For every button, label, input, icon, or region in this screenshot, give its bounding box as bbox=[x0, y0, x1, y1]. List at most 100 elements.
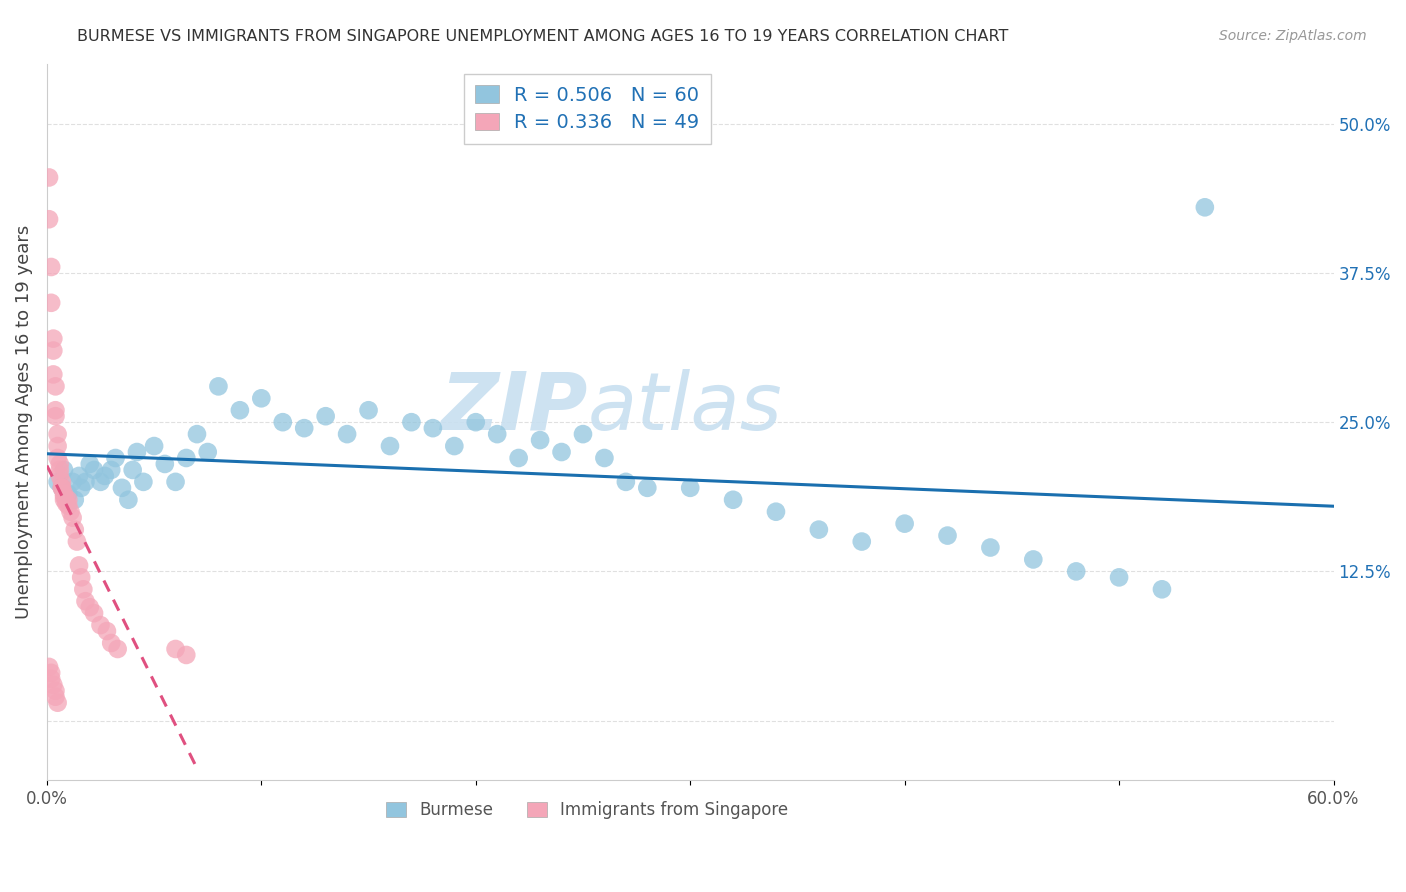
Point bbox=[443, 439, 465, 453]
Y-axis label: Unemployment Among Ages 16 to 19 years: Unemployment Among Ages 16 to 19 years bbox=[15, 225, 32, 619]
Point bbox=[42, 343, 65, 358]
Point bbox=[401, 415, 423, 429]
Point bbox=[96, 624, 118, 638]
Text: Source: ZipAtlas.com: Source: ZipAtlas.com bbox=[1219, 29, 1367, 43]
Point bbox=[107, 642, 129, 657]
Point bbox=[1022, 552, 1045, 566]
Point bbox=[75, 594, 97, 608]
Point bbox=[229, 403, 252, 417]
Point bbox=[529, 433, 551, 447]
Point bbox=[186, 427, 208, 442]
Point bbox=[53, 492, 76, 507]
Point bbox=[70, 570, 93, 584]
Point bbox=[165, 475, 187, 489]
Point bbox=[893, 516, 915, 531]
Point bbox=[111, 481, 134, 495]
Point bbox=[46, 427, 69, 442]
Point bbox=[46, 439, 69, 453]
Point bbox=[292, 421, 315, 435]
Point bbox=[207, 379, 229, 393]
Point bbox=[936, 528, 959, 542]
Point bbox=[153, 457, 176, 471]
Point bbox=[636, 481, 658, 495]
Point bbox=[422, 421, 444, 435]
Point bbox=[38, 170, 60, 185]
Point bbox=[83, 463, 105, 477]
Point bbox=[44, 690, 66, 704]
Point bbox=[89, 618, 111, 632]
Point bbox=[46, 475, 69, 489]
Point bbox=[44, 403, 66, 417]
Point bbox=[851, 534, 873, 549]
Point bbox=[70, 481, 93, 495]
Point bbox=[42, 332, 65, 346]
Point bbox=[679, 481, 702, 495]
Point bbox=[38, 212, 60, 227]
Point bbox=[100, 463, 122, 477]
Point bbox=[51, 481, 73, 495]
Point bbox=[572, 427, 595, 442]
Point bbox=[807, 523, 830, 537]
Point bbox=[42, 368, 65, 382]
Point bbox=[464, 415, 486, 429]
Point bbox=[174, 450, 197, 465]
Point bbox=[63, 492, 86, 507]
Point bbox=[79, 457, 101, 471]
Point bbox=[44, 683, 66, 698]
Point bbox=[53, 463, 76, 477]
Point bbox=[44, 379, 66, 393]
Point bbox=[979, 541, 1001, 555]
Point bbox=[63, 523, 86, 537]
Point bbox=[53, 489, 76, 503]
Point bbox=[165, 642, 187, 657]
Point bbox=[271, 415, 294, 429]
Point bbox=[1150, 582, 1173, 597]
Point bbox=[51, 481, 73, 495]
Point bbox=[486, 427, 509, 442]
Point bbox=[614, 475, 637, 489]
Point bbox=[104, 450, 127, 465]
Point bbox=[94, 469, 117, 483]
Point bbox=[72, 582, 94, 597]
Point bbox=[378, 439, 401, 453]
Point bbox=[508, 450, 530, 465]
Point bbox=[67, 469, 90, 483]
Point bbox=[44, 409, 66, 424]
Legend: Burmese, Immigrants from Singapore: Burmese, Immigrants from Singapore bbox=[380, 795, 794, 826]
Point bbox=[55, 492, 77, 507]
Point bbox=[197, 445, 219, 459]
Point bbox=[336, 427, 359, 442]
Point bbox=[315, 409, 337, 424]
Point bbox=[62, 475, 84, 489]
Point bbox=[46, 450, 69, 465]
Point bbox=[100, 636, 122, 650]
Point bbox=[49, 463, 72, 477]
Point bbox=[143, 439, 166, 453]
Point bbox=[58, 492, 80, 507]
Point bbox=[39, 260, 62, 274]
Point bbox=[51, 475, 73, 489]
Point bbox=[89, 475, 111, 489]
Point bbox=[51, 481, 73, 495]
Text: BURMESE VS IMMIGRANTS FROM SINGAPORE UNEMPLOYMENT AMONG AGES 16 TO 19 YEARS CORR: BURMESE VS IMMIGRANTS FROM SINGAPORE UNE… bbox=[77, 29, 1008, 44]
Point bbox=[39, 672, 62, 686]
Point bbox=[357, 403, 380, 417]
Point bbox=[39, 665, 62, 680]
Text: ZIP: ZIP bbox=[440, 369, 588, 447]
Point bbox=[132, 475, 155, 489]
Point bbox=[1194, 200, 1216, 214]
Point bbox=[1064, 565, 1087, 579]
Point bbox=[765, 505, 787, 519]
Point bbox=[58, 499, 80, 513]
Point bbox=[250, 392, 273, 406]
Point bbox=[721, 492, 744, 507]
Point bbox=[42, 678, 65, 692]
Point bbox=[75, 475, 97, 489]
Point bbox=[62, 510, 84, 524]
Point bbox=[55, 496, 77, 510]
Point bbox=[174, 648, 197, 662]
Point bbox=[67, 558, 90, 573]
Point bbox=[83, 606, 105, 620]
Point bbox=[59, 505, 82, 519]
Point bbox=[39, 295, 62, 310]
